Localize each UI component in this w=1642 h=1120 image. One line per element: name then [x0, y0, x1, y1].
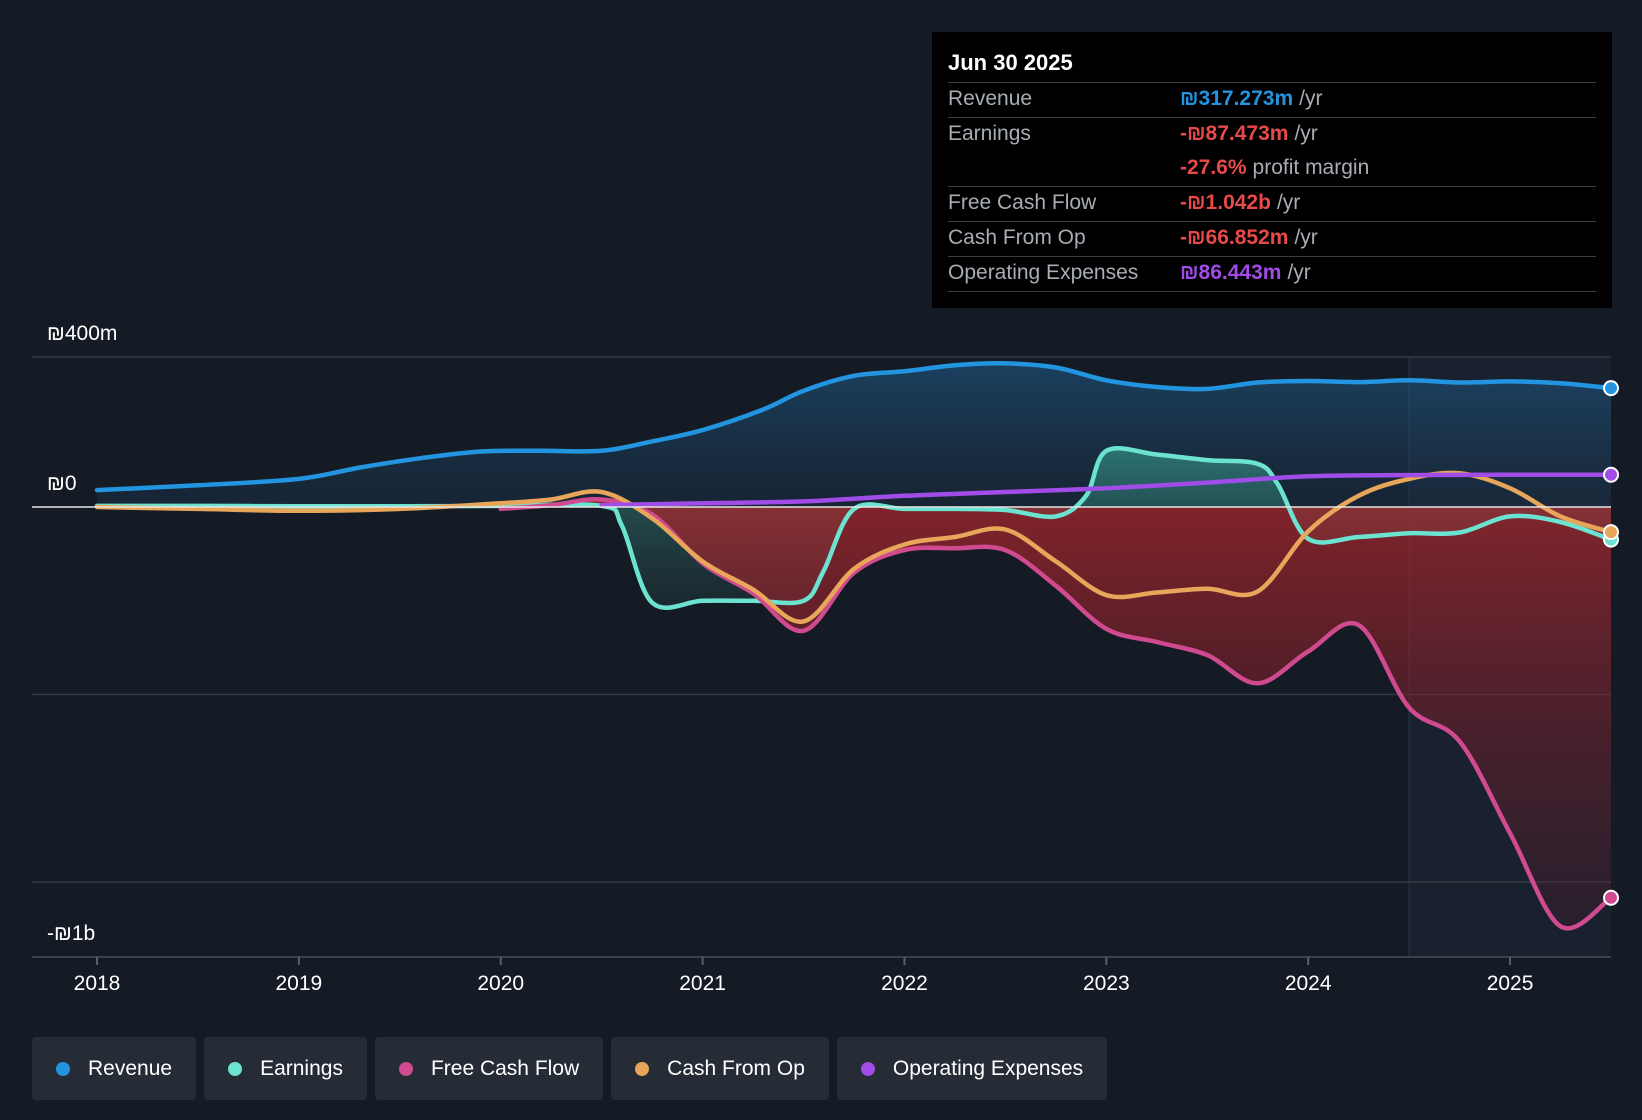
tooltip-unit: /yr [1299, 87, 1323, 110]
legend-label: Free Cash Flow [430, 1056, 580, 1080]
legend-label: Operating Expenses [892, 1056, 1084, 1080]
legend-label: Revenue [88, 1056, 173, 1080]
x-tick-label: 2021 [679, 972, 726, 995]
tooltip-row-earnings: Earnings -₪87.473m /yr [948, 117, 1596, 152]
tooltip-value: ₪317.273m [1180, 87, 1294, 110]
x-tick-label: 2019 [276, 972, 323, 995]
legend-label: Cash From Op [667, 1056, 805, 1080]
tooltip-row-revenue: Revenue ₪317.273m /yr [948, 82, 1596, 117]
free-cash-flow-end-marker [1603, 889, 1619, 906]
y-label-zero: ₪0 [47, 472, 77, 495]
cash-from-op-line [94, 470, 1614, 624]
x-tick-label: 2023 [1083, 972, 1130, 995]
series-lines [94, 361, 1614, 931]
legend-dot-icon [398, 1061, 413, 1076]
legend-dot-icon [56, 1061, 70, 1076]
tooltip-unit: /yr [1287, 261, 1311, 284]
tooltip-label: Operating Expenses [948, 261, 1139, 284]
tooltip-row-free-cash-flow: Free Cash Flow -₪1.042b /yr [948, 186, 1596, 221]
tooltip-unit: profit margin [1252, 156, 1370, 179]
tooltip-value: -₪87.473m [1180, 122, 1289, 145]
tooltip-date: Jun 30 2025 [948, 50, 1073, 75]
revenue-line [94, 361, 1614, 493]
tooltip-label: Free Cash Flow [948, 191, 1097, 214]
legend-dot-icon [860, 1061, 875, 1076]
tooltip-unit: /yr [1294, 226, 1318, 249]
cash-from-op-end-marker [1603, 524, 1619, 541]
x-axis: 2018 2019 2020 2021 2022 2023 2024 2025 [74, 957, 1534, 995]
legend: Revenue Earnings Free Cash Flow Cash Fro… [32, 1037, 1115, 1100]
x-tick-label: 2022 [881, 972, 928, 995]
series-areas [97, 363, 1612, 929]
x-tick-label: 2025 [1487, 972, 1534, 995]
tooltip-value: -₪66.852m [1180, 226, 1289, 249]
earnings-line [94, 445, 1614, 610]
legend-item-cash-from-op[interactable]: Cash From Op [611, 1037, 829, 1100]
tooltip: Jun 30 2025 Revenue ₪317.273m /yr Earnin… [932, 32, 1612, 308]
legend-item-free-cash-flow[interactable]: Free Cash Flow [374, 1037, 604, 1100]
x-tick-label: 2024 [1285, 972, 1332, 995]
earnings-area [97, 448, 1611, 608]
tooltip-row-operating-expenses: Operating Expenses ₪86.443m /yr [948, 256, 1596, 292]
chart: ₪400m ₪0 -₪1b 2018 2019 2020 2021 2022 2023 20… [32, 322, 1619, 995]
legend-item-revenue[interactable]: Revenue [32, 1037, 197, 1100]
legend-dot-icon [635, 1061, 650, 1076]
y-label-bottom: -₪1b [47, 922, 95, 945]
y-label-top: ₪400m [47, 322, 117, 345]
tooltip-value: ₪86.443m [1180, 261, 1282, 284]
tooltip-unit: /yr [1276, 191, 1301, 214]
tooltip-label [948, 152, 1180, 186]
end-markers [1603, 380, 1619, 906]
operating-expenses-end-marker [1603, 466, 1619, 483]
tooltip-label: Revenue [948, 87, 1033, 110]
operating-expenses-line [599, 472, 1614, 508]
x-tick-label: 2020 [477, 972, 524, 995]
x-tick-label: 2018 [74, 972, 121, 995]
tooltip-row-cash-from-op: Cash From Op -₪66.852m /yr [948, 221, 1596, 256]
legend-dot-icon [228, 1061, 243, 1076]
tooltip-label: Cash From Op [948, 226, 1086, 249]
tooltip-row-profit-margin: -27.6% profit margin [948, 152, 1596, 186]
tooltip-label: Earnings [948, 122, 1031, 145]
tooltip-value: -₪1.042b [1180, 191, 1271, 214]
tooltip-value: -27.6% [1180, 156, 1247, 179]
revenue-end-marker [1603, 380, 1619, 397]
tooltip-unit: /yr [1294, 122, 1318, 145]
legend-item-earnings[interactable]: Earnings [204, 1037, 367, 1100]
grid [32, 356, 1611, 958]
legend-item-operating-expenses[interactable]: Operating Expenses [836, 1037, 1108, 1100]
free-cash-flow-area [500, 499, 1612, 929]
legend-label: Earnings [260, 1056, 343, 1080]
